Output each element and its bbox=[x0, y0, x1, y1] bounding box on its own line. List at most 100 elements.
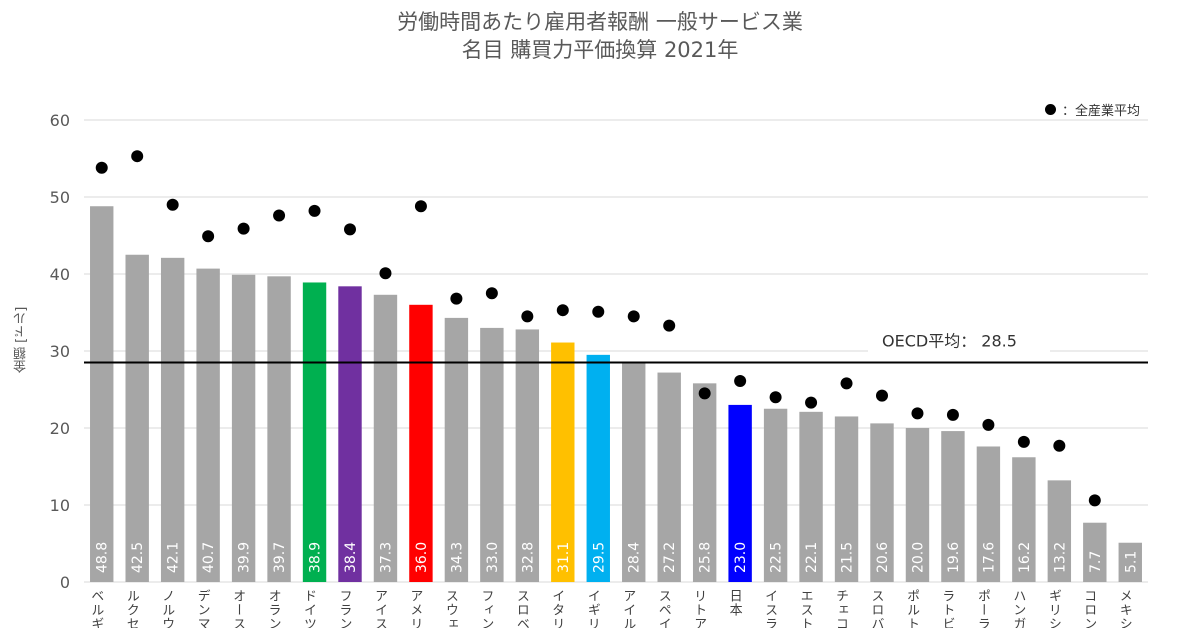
average-dot bbox=[414, 200, 427, 213]
x-tick-labels: ベルギ ルクセ ノルウ デンマ オース オラン ドイツ フラン アイス アメリ スウェ フィン スロベ イ… bbox=[88, 589, 1132, 628]
bar bbox=[267, 276, 291, 582]
bar-value-label: 42.1 bbox=[166, 542, 182, 573]
bar-value-label: 38.4 bbox=[343, 542, 359, 573]
y-tick-label: 10 bbox=[50, 496, 70, 515]
category-label: コロン bbox=[1081, 589, 1096, 628]
bar-value-label: 21.5 bbox=[840, 542, 856, 573]
bar-value-label: 22.5 bbox=[769, 542, 785, 573]
y-tick-label: 30 bbox=[50, 342, 70, 361]
y-tick-label: 0 bbox=[60, 573, 70, 592]
average-dot bbox=[485, 287, 498, 300]
bar bbox=[302, 282, 327, 582]
average-dot bbox=[344, 223, 356, 236]
oecd-average-label: OECD平均： 28.5 bbox=[882, 332, 1017, 351]
average-dot bbox=[592, 305, 605, 318]
category-label: 日本 bbox=[727, 589, 743, 617]
bar-value-label: 33.0 bbox=[485, 542, 501, 573]
category-label: アイス bbox=[372, 589, 387, 628]
bar-value-label: 34.3 bbox=[449, 542, 465, 573]
bar bbox=[444, 317, 469, 582]
category-label: アイル bbox=[620, 589, 635, 628]
y-tick-labels: 0 10 20 30 40 50 60 bbox=[50, 111, 70, 592]
bar bbox=[870, 423, 894, 582]
average-dot bbox=[911, 407, 924, 420]
average-dot bbox=[1017, 435, 1030, 448]
average-dot bbox=[734, 375, 747, 388]
legend: ：全産業平均 bbox=[1044, 100, 1140, 119]
average-dot bbox=[166, 198, 179, 211]
category-label: ノルウ bbox=[159, 589, 174, 628]
category-label: イギリ bbox=[585, 589, 600, 628]
average-dot bbox=[521, 310, 534, 323]
average-dot bbox=[627, 310, 640, 323]
chart-subtitle: 名目 購買力平価換算 2021年 bbox=[461, 38, 739, 62]
average-dot bbox=[1088, 494, 1101, 507]
bar-value-label: 25.8 bbox=[698, 542, 714, 573]
legend-label: ：全産業平均 bbox=[1061, 104, 1140, 119]
bar bbox=[231, 274, 256, 582]
category-label: スペイ bbox=[656, 589, 672, 628]
bar-value-label: 19.6 bbox=[946, 542, 962, 573]
average-dot bbox=[379, 267, 392, 280]
bar bbox=[196, 268, 220, 582]
bar bbox=[692, 383, 717, 582]
average-dot bbox=[273, 209, 286, 222]
bar-value-label: 20.6 bbox=[875, 542, 891, 573]
bar bbox=[338, 286, 362, 582]
category-label: オース bbox=[230, 589, 245, 628]
average-dot bbox=[131, 150, 144, 163]
bar bbox=[586, 354, 610, 582]
bar-value-label: 5.1 bbox=[1123, 551, 1139, 573]
average-dot bbox=[1053, 439, 1066, 452]
bar-value-label: 32.8 bbox=[520, 542, 536, 573]
average-dot bbox=[769, 391, 782, 404]
bar bbox=[480, 327, 504, 582]
y-tick-label: 50 bbox=[50, 188, 70, 207]
average-dot bbox=[663, 319, 676, 332]
bar-value-label: 37.3 bbox=[378, 542, 394, 573]
bar bbox=[941, 431, 965, 582]
category-label: デンマ bbox=[195, 589, 210, 628]
category-label: ベルギ bbox=[88, 589, 104, 628]
bar-value-label: 42.5 bbox=[130, 542, 146, 573]
average-dot bbox=[698, 387, 711, 400]
bar-value-label: 17.6 bbox=[981, 542, 997, 573]
category-label: スロベ bbox=[514, 589, 530, 628]
category-label: フィン bbox=[478, 589, 493, 628]
bar bbox=[622, 363, 646, 582]
category-label: スウェ bbox=[443, 589, 458, 628]
category-label: オラン bbox=[266, 589, 281, 628]
average-dot bbox=[556, 304, 569, 317]
bar-value-label: 36.0 bbox=[414, 542, 430, 573]
bar-value-label: 38.9 bbox=[308, 542, 324, 573]
average-dot bbox=[202, 230, 215, 243]
bar-value-labels: 48.8 42.5 42.1 40.7 39.9 39.7 38.9 38.4 37.3 36.0… bbox=[95, 542, 1140, 573]
category-label: ポーラ bbox=[975, 589, 990, 628]
bar bbox=[1118, 542, 1142, 582]
grid-lines bbox=[84, 119, 1148, 583]
bar-value-label: 28.4 bbox=[627, 542, 643, 573]
bar-value-label: 20.0 bbox=[910, 542, 926, 573]
bar-value-label: 22.1 bbox=[804, 542, 820, 573]
bar bbox=[125, 254, 149, 582]
average-dot bbox=[237, 222, 250, 235]
y-tick-label: 20 bbox=[50, 419, 70, 438]
category-label: エスト bbox=[798, 589, 813, 628]
category-label: スロバ bbox=[869, 589, 885, 628]
category-label: ポルト bbox=[904, 589, 919, 628]
bar-value-label: 13.2 bbox=[1052, 542, 1068, 573]
bar-value-label: 39.7 bbox=[272, 542, 288, 573]
bar bbox=[515, 329, 540, 582]
category-label: リトア bbox=[691, 589, 706, 628]
bar-value-label: 16.2 bbox=[1017, 542, 1033, 573]
bar bbox=[409, 304, 433, 582]
bar-value-label: 40.7 bbox=[201, 542, 217, 573]
bar-value-label: 7.7 bbox=[1088, 551, 1104, 573]
y-tick-label: 40 bbox=[50, 265, 70, 284]
oecd-label-background bbox=[868, 324, 1050, 355]
bar bbox=[763, 408, 788, 582]
bar-value-label: 48.8 bbox=[95, 542, 111, 573]
bar bbox=[976, 446, 1001, 582]
category-label: チェコ bbox=[833, 589, 848, 628]
bar bbox=[160, 257, 185, 582]
